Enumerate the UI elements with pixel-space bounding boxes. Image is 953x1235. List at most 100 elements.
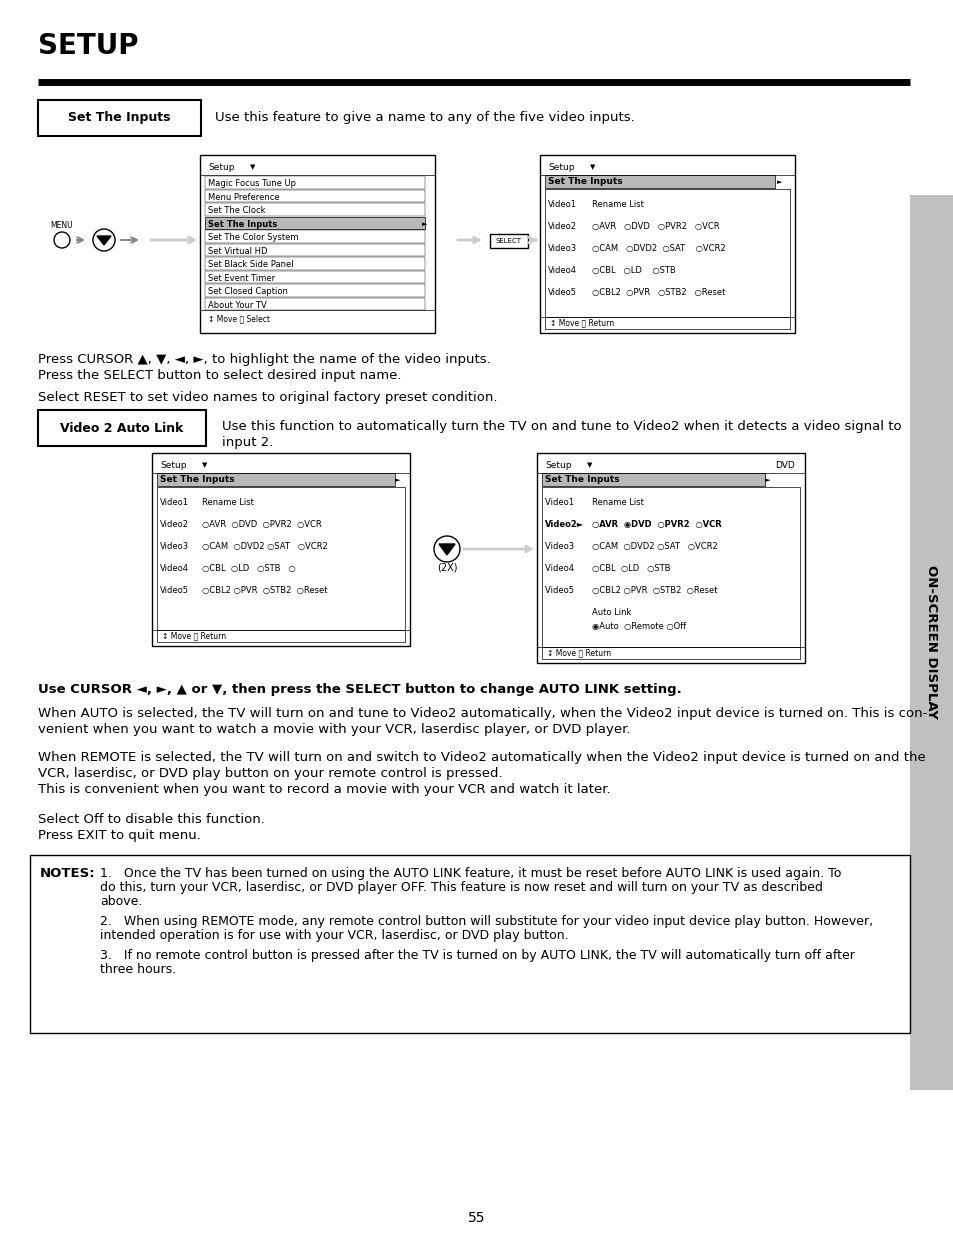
Text: ○CAM   ○DVD2  ○SAT    ○VCR2: ○CAM ○DVD2 ○SAT ○VCR2: [592, 245, 725, 253]
Bar: [38, 100, 201, 136]
Text: Use this function to automatically turn the TV on and tune to Video2 when it det: Use this function to automatically turn …: [222, 420, 901, 433]
Bar: [205, 284, 424, 296]
Text: Auto Link: Auto Link: [592, 608, 631, 618]
Text: Set The Inputs: Set The Inputs: [547, 178, 622, 186]
Bar: [490, 233, 527, 248]
Text: Set The Inputs: Set The Inputs: [160, 475, 234, 484]
Circle shape: [92, 228, 115, 251]
Text: DVD: DVD: [774, 461, 794, 469]
Text: Video1: Video1: [547, 200, 577, 209]
Bar: [205, 243, 424, 256]
Text: above.: above.: [100, 895, 142, 908]
Text: three hours.: three hours.: [100, 963, 176, 976]
Text: Setup: Setup: [547, 163, 574, 172]
Text: ↕ Move Ⓢ Return: ↕ Move Ⓢ Return: [550, 319, 614, 327]
Text: 1.   Once the TV has been turned on using the AUTO LINK feature, it must be rese: 1. Once the TV has been turned on using …: [100, 867, 841, 881]
Text: NOTES:: NOTES:: [40, 867, 95, 881]
Text: Setup: Setup: [160, 461, 186, 469]
Bar: [205, 270, 424, 283]
Text: Video2: Video2: [160, 520, 189, 529]
Text: ○AVR   ○DVD   ○PVR2   ○VCR: ○AVR ○DVD ○PVR2 ○VCR: [592, 222, 719, 231]
Text: ON-SCREEN DISPLAY: ON-SCREEN DISPLAY: [924, 566, 938, 719]
Text: ▼: ▼: [202, 462, 207, 468]
Bar: [157, 487, 405, 630]
Bar: [205, 257, 424, 269]
Text: Setup: Setup: [208, 163, 234, 172]
Text: Press EXIT to quit menu.: Press EXIT to quit menu.: [38, 829, 201, 842]
Text: Video3: Video3: [544, 542, 577, 551]
Text: Use CURSOR ◄, ►, ▲ or ▼, then press the SELECT button to change AUTO LINK settin: Use CURSOR ◄, ►, ▲ or ▼, then press the …: [38, 683, 681, 697]
Text: ○AVR  ◉DVD  ○PVR2  ○VCR: ○AVR ◉DVD ○PVR2 ○VCR: [592, 520, 721, 529]
Text: Video4: Video4: [544, 564, 576, 573]
Text: ○CBL  ○LD   ○STB   ○: ○CBL ○LD ○STB ○: [202, 564, 295, 573]
Text: Video1: Video1: [544, 498, 576, 508]
Text: 3.   If no remote control button is pressed after the TV is turned on by AUTO LI: 3. If no remote control button is presse…: [100, 948, 854, 962]
Text: ○CBL2 ○PVR  ○STB2  ○Reset: ○CBL2 ○PVR ○STB2 ○Reset: [592, 585, 717, 595]
Bar: [909, 195, 953, 1091]
Bar: [541, 487, 800, 647]
Bar: [200, 156, 435, 333]
Circle shape: [434, 536, 459, 562]
Text: MENU: MENU: [51, 221, 73, 231]
Text: SETUP: SETUP: [38, 32, 138, 61]
Text: venient when you want to watch a movie with your VCR, laserdisc player, or DVD p: venient when you want to watch a movie w…: [38, 722, 630, 736]
Text: ►: ►: [395, 477, 400, 483]
Text: ▼: ▼: [589, 164, 595, 170]
Text: ↕ Move Ⓢ Select: ↕ Move Ⓢ Select: [208, 315, 270, 324]
Bar: [205, 230, 424, 242]
Text: ►: ►: [764, 477, 770, 483]
Text: intended operation is for use with your VCR, laserdisc, or DVD play button.: intended operation is for use with your …: [100, 929, 568, 942]
Text: Rename List: Rename List: [592, 498, 643, 508]
Text: ►: ►: [421, 221, 427, 227]
Bar: [157, 473, 395, 487]
Bar: [157, 630, 405, 642]
Text: Set The Clock: Set The Clock: [208, 206, 265, 215]
Text: When AUTO is selected, the TV will turn on and tune to Video2 automatically, whe: When AUTO is selected, the TV will turn …: [38, 706, 926, 720]
Text: Press the SELECT button to select desired input name.: Press the SELECT button to select desire…: [38, 369, 401, 382]
Polygon shape: [438, 543, 455, 555]
Text: Video3: Video3: [160, 542, 189, 551]
Circle shape: [54, 232, 70, 248]
Text: Use this feature to give a name to any of the five video inputs.: Use this feature to give a name to any o…: [214, 111, 634, 125]
Bar: [205, 216, 424, 228]
Text: Select RESET to set video names to original factory preset condition.: Select RESET to set video names to origi…: [38, 391, 497, 404]
Text: 2.   When using REMOTE mode, any remote control button will substitute for your : 2. When using REMOTE mode, any remote co…: [100, 915, 872, 927]
Text: Set The Inputs: Set The Inputs: [544, 475, 619, 484]
Text: ○CBL2 ○PVR  ○STB2  ○Reset: ○CBL2 ○PVR ○STB2 ○Reset: [202, 585, 327, 595]
Polygon shape: [97, 236, 111, 245]
Bar: [541, 647, 800, 659]
Text: Select Off to disable this function.: Select Off to disable this function.: [38, 813, 265, 826]
Text: Set Event Timer: Set Event Timer: [208, 274, 274, 283]
Text: input 2.: input 2.: [222, 436, 274, 450]
Bar: [30, 855, 909, 1032]
Text: Rename List: Rename List: [202, 498, 253, 508]
Text: ↕ Move Ⓢ Return: ↕ Move Ⓢ Return: [162, 631, 226, 641]
Text: ◉Auto  ○Remote ○Off: ◉Auto ○Remote ○Off: [592, 622, 685, 631]
Text: Video 2 Auto Link: Video 2 Auto Link: [60, 421, 184, 435]
Text: ○CAM  ○DVD2 ○SAT   ○VCR2: ○CAM ○DVD2 ○SAT ○VCR2: [202, 542, 328, 551]
Text: When REMOTE is selected, the TV will turn on and switch to Video2 automatically : When REMOTE is selected, the TV will tur…: [38, 751, 924, 764]
Text: ○CAM  ○DVD2 ○SAT   ○VCR2: ○CAM ○DVD2 ○SAT ○VCR2: [592, 542, 717, 551]
Text: Set Closed Caption: Set Closed Caption: [208, 288, 288, 296]
Bar: [205, 177, 424, 189]
Text: Setup: Setup: [544, 461, 571, 469]
Bar: [205, 189, 424, 203]
Text: ○AVR  ○DVD  ○PVR2  ○VCR: ○AVR ○DVD ○PVR2 ○VCR: [202, 520, 321, 529]
Bar: [544, 189, 789, 317]
Bar: [152, 453, 410, 646]
Text: ○CBL  ○LD   ○STB: ○CBL ○LD ○STB: [592, 564, 670, 573]
Text: ▼: ▼: [250, 164, 255, 170]
Text: Menu Preference: Menu Preference: [208, 193, 279, 201]
Text: About Your TV: About Your TV: [208, 301, 267, 310]
Text: Press CURSOR ▲, ▼, ◄, ►, to highlight the name of the video inputs.: Press CURSOR ▲, ▼, ◄, ►, to highlight th…: [38, 353, 490, 366]
Text: Video2: Video2: [547, 222, 577, 231]
Text: Video5: Video5: [544, 585, 576, 595]
Text: Video5: Video5: [160, 585, 189, 595]
Bar: [205, 203, 424, 215]
Text: Video4: Video4: [547, 266, 577, 275]
Text: Video4: Video4: [160, 564, 189, 573]
Bar: [541, 473, 764, 487]
Bar: [205, 298, 424, 310]
Text: Rename List: Rename List: [592, 200, 643, 209]
Text: (2X): (2X): [436, 562, 456, 572]
